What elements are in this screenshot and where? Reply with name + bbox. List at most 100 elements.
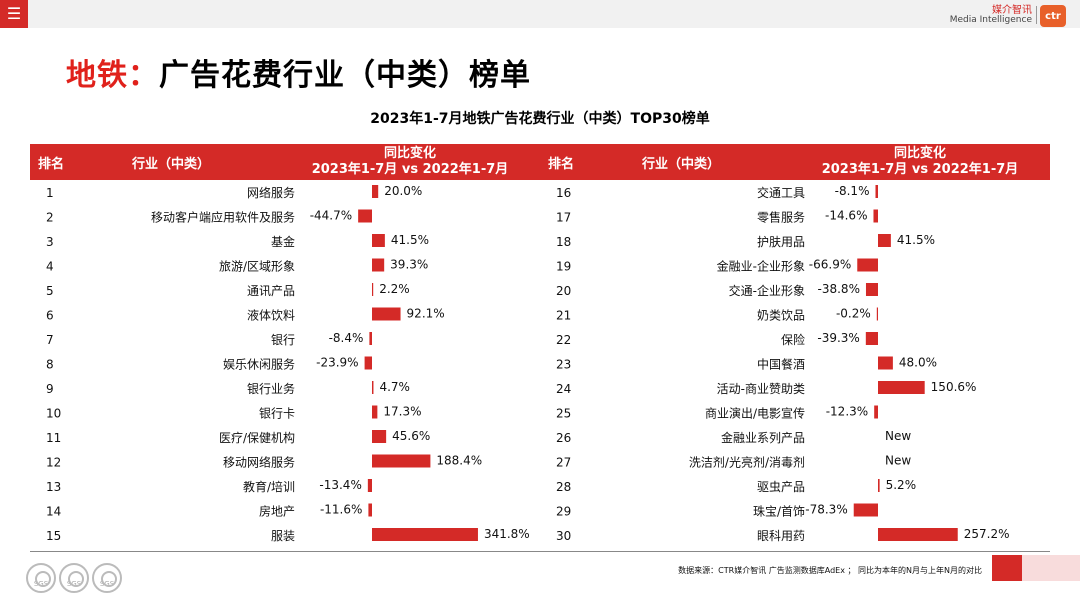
ranking-row: 22 保险 -39.3%: [556, 331, 878, 347]
bar: [372, 307, 401, 321]
ranking-row: 16 交通工具 -8.1%: [556, 184, 878, 200]
rank-label: 21: [556, 309, 571, 323]
value-label: -13.4%: [319, 478, 361, 492]
sgs-badge-icon: SGS: [59, 563, 89, 593]
value-label: New: [885, 429, 911, 443]
value-label: 341.8%: [484, 527, 530, 541]
chart-title: 2023年1-7月地铁广告花费行业（中类）TOP30榜单: [370, 111, 710, 127]
rank-label: 22: [556, 333, 571, 347]
industry-label: 金融业-企业形象: [717, 259, 805, 274]
ranking-row: 8 娱乐休闲服务 -23.9%: [46, 356, 372, 372]
brand-en: Media Intelligence: [949, 15, 1032, 25]
industry-label: 基金: [271, 234, 295, 249]
rank-label: 23: [556, 358, 571, 372]
value-label: 257.2%: [964, 527, 1010, 541]
ranking-row: 15 服装 341.8%: [46, 527, 530, 543]
bar: [358, 209, 372, 223]
header-yoy-line2: 2023年1-7月 vs 2022年1-7月: [821, 162, 1019, 177]
rank-label: 14: [46, 505, 61, 519]
header-rank: 排名: [38, 157, 65, 172]
industry-label: 交通工具: [757, 185, 805, 200]
ranking-row: 10 银行卡 17.3%: [46, 405, 421, 421]
rank-label: 10: [46, 407, 61, 421]
value-label: -23.9%: [316, 356, 358, 370]
industry-label: 洗洁剂/光亮剂/消毒剂: [689, 455, 805, 470]
ranking-row: 24 活动-商业赞助类 150.6%: [556, 380, 976, 396]
bar: [372, 454, 431, 468]
page-title-rest: 广告花费行业（中类）榜单: [159, 58, 531, 93]
sgs-badge-icon: SGS: [92, 563, 122, 593]
ranking-row: 20 交通-企业形象 -38.8%: [556, 282, 878, 298]
ranking-row: 13 教育/培训 -13.4%: [46, 478, 372, 494]
value-label: 20.0%: [384, 184, 422, 198]
page-title: 地铁：广告花费行业（中类）榜单: [66, 50, 531, 94]
header-rank: 排名: [548, 157, 575, 172]
value-label: 2.2%: [379, 282, 410, 296]
ranking-row: 19 金融业-企业形象 -66.9%: [556, 258, 878, 274]
value-label: -44.7%: [310, 209, 352, 223]
industry-label: 银行卡: [259, 407, 295, 421]
industry-label: 零售服务: [757, 210, 805, 225]
rank-label: 19: [556, 260, 571, 274]
rank-label: 29: [556, 505, 571, 519]
ranking-row: 11 医疗/保健机构 45.6%: [46, 429, 430, 445]
industry-label: 液体饮料: [247, 308, 295, 323]
header-yoy-line2: 2023年1-7月 vs 2022年1-7月: [311, 162, 509, 177]
industry-label: 商业演出/电影宣传: [705, 406, 805, 421]
ranking-row: 18 护肤用品 41.5%: [556, 233, 935, 249]
rank-label: 12: [46, 456, 61, 470]
bar: [372, 234, 385, 247]
rank-label: 26: [556, 431, 571, 445]
rank-label: 30: [556, 529, 571, 543]
industry-label: 服装: [271, 529, 295, 543]
bar: [878, 528, 958, 541]
industry-label: 护肤用品: [757, 234, 805, 249]
industry-label: 通讯产品: [247, 284, 295, 298]
industry-label: 移动网络服务: [223, 455, 295, 470]
industry-label: 网络服务: [247, 185, 295, 200]
header-yoy: 同比变化 2023年1-7月 vs 2022年1-7月: [820, 146, 1020, 178]
value-label: 39.3%: [390, 258, 428, 272]
bar: [878, 356, 893, 370]
ranking-row: 1 网络服务 20.0%: [46, 184, 422, 200]
rank-label: 24: [556, 382, 571, 396]
rank-label: 16: [556, 186, 571, 200]
value-label: 41.5%: [391, 233, 429, 247]
industry-label: 房地产: [259, 504, 295, 519]
value-label: New: [885, 454, 911, 468]
value-label: 17.3%: [383, 405, 421, 419]
ranking-row: 28 驱虫产品 5.2%: [556, 478, 916, 494]
rank-label: 1: [46, 186, 54, 200]
brand-cn: 媒介智讯: [992, 5, 1032, 16]
bar: [364, 356, 372, 370]
ranking-row: 25 商业演出/电影宣传 -12.3%: [556, 405, 878, 421]
value-label: 48.0%: [899, 356, 937, 370]
industry-label: 驱虫产品: [757, 480, 805, 494]
value-label: 45.6%: [392, 429, 430, 443]
page-title-highlight: 地铁：: [66, 58, 159, 93]
industry-label: 教育/培训: [243, 479, 295, 494]
bar: [369, 332, 372, 345]
ranking-row: 12 移动网络服务 188.4%: [46, 454, 482, 470]
rank-label: 20: [556, 284, 571, 298]
bar: [878, 234, 891, 247]
value-label: -8.4%: [329, 331, 364, 345]
rank-label: 25: [556, 407, 571, 421]
industry-label: 移动客户端应用软件及服务: [151, 210, 295, 225]
ranking-row: 17 零售服务 -14.6%: [556, 209, 878, 225]
bar: [372, 185, 379, 198]
industry-label: 交通-企业形象: [729, 283, 805, 298]
bar: [372, 430, 387, 443]
rank-label: 7: [46, 333, 54, 347]
bar: [853, 503, 878, 517]
rank-label: 3: [46, 235, 54, 249]
industry-label: 珠宝/首饰: [753, 505, 805, 519]
header-industry: 行业（中类）: [642, 157, 721, 172]
bar: [372, 283, 374, 296]
industry-label: 眼科用药: [757, 529, 805, 543]
bar: [372, 381, 374, 394]
bar: [368, 503, 372, 517]
hamburger-icon[interactable]: ☰: [0, 0, 28, 28]
sgs-badge-icon: SGS: [26, 563, 56, 593]
footer-accent-red: [992, 555, 1022, 581]
